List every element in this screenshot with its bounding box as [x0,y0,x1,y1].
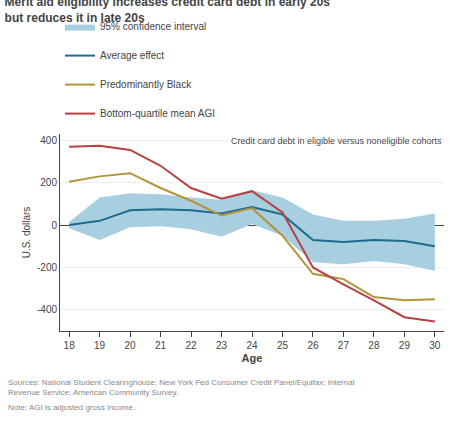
svg-text:18: 18 [64,340,76,351]
svg-text:21: 21 [155,340,167,351]
svg-text:22: 22 [185,340,197,351]
svg-text:Credit card debt in eligible v: Credit card debt in eligible versus none… [231,136,442,146]
svg-text:-200: -200 [37,262,57,273]
svg-text:95% confidence interval: 95% confidence interval [100,21,206,32]
svg-text:20: 20 [125,340,137,351]
svg-text:Note: AGI is adjusted gross in: Note: AGI is adjusted gross income. [8,403,135,412]
svg-text:29: 29 [399,340,411,351]
svg-text:Predominantly Black: Predominantly Black [100,79,192,90]
svg-text:200: 200 [40,177,57,188]
svg-text:25: 25 [277,340,289,351]
svg-text:400: 400 [40,135,57,146]
svg-text:23: 23 [216,340,228,351]
svg-text:Sources: National Student Clea: Sources: National Student Clearinghouse;… [8,378,355,397]
svg-text:30: 30 [429,340,441,351]
svg-text:Merit aid eligibility increase: Merit aid eligibility increases credit c… [5,0,331,25]
svg-text:-400: -400 [37,304,57,315]
svg-text:Bottom-quartile mean AGI: Bottom-quartile mean AGI [100,108,215,119]
svg-text:U.S. dollars: U.S. dollars [21,207,32,259]
svg-text:26: 26 [307,340,319,351]
svg-text:28: 28 [368,340,380,351]
svg-text:27: 27 [338,340,350,351]
svg-text:Average effect: Average effect [100,50,164,61]
svg-text:24: 24 [246,340,258,351]
svg-text:19: 19 [94,340,106,351]
svg-text:Age: Age [242,352,263,364]
svg-text:0: 0 [51,220,57,231]
